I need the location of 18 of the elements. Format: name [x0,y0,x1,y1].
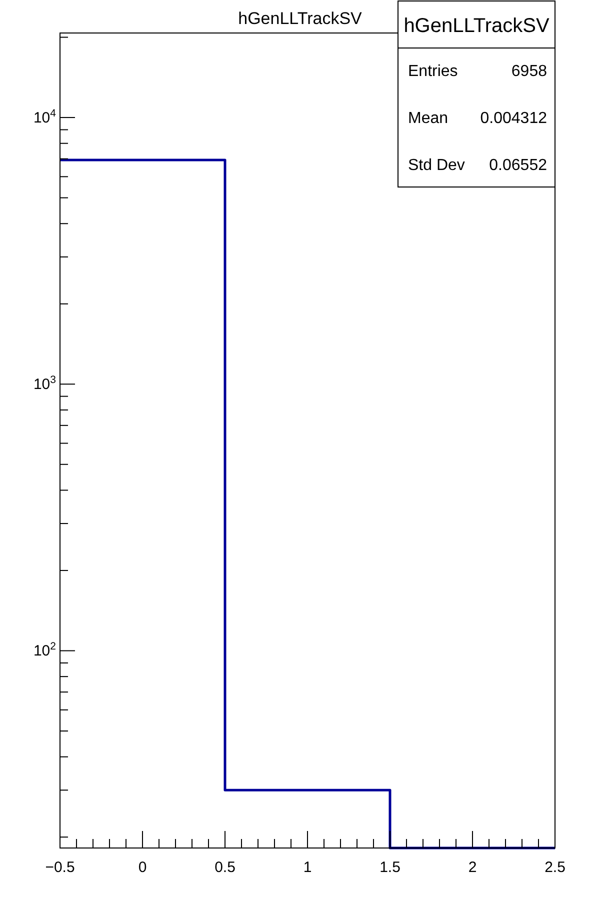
x-tick-label: 2.5 [544,859,566,876]
annotation: hGenLLTrackSV [404,15,550,37]
annotation: 0.06552 [489,157,548,174]
annotation: Entries [408,63,458,80]
x-tick-label: 2 [468,859,477,876]
annotation: 0.004312 [480,110,548,127]
y-tick-label: 10$^{3}$ [33,374,56,394]
annotation: 6958 [511,63,548,80]
x-tick-label: 0.5 [214,859,236,876]
x-tick-label: 0 [138,859,147,876]
x-tick-label: −0.5 [45,859,75,876]
annotation: Mean [408,110,448,127]
annotation: Std Dev [408,157,465,174]
x-tick-label: 1 [303,859,312,876]
x-tick-label: 1.5 [380,859,400,876]
chart-title: hGenLLTrackSV [238,9,363,28]
y-tick-label: 10$^{4}$ [33,108,56,127]
y-tick-label: 10$^{2}$ [33,640,56,660]
